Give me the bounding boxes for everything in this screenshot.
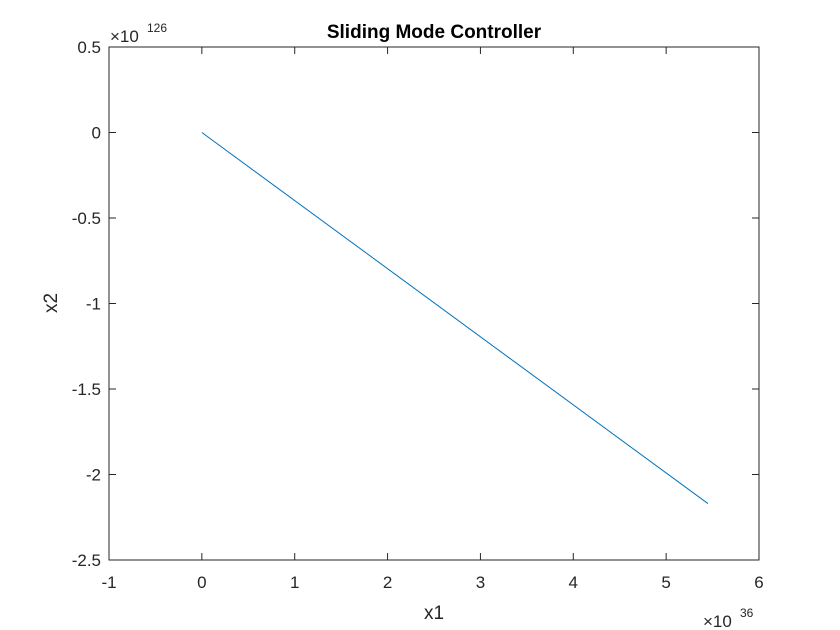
- plot-area-background: [109, 47, 759, 560]
- y-tick-label: 0.5: [77, 38, 101, 57]
- x-tick-label: 4: [569, 573, 578, 592]
- x-tick-label: 1: [290, 573, 299, 592]
- x-tick-label: 6: [754, 573, 763, 592]
- x-tick-label: 3: [476, 573, 485, 592]
- y-tick-label: -1.5: [72, 380, 101, 399]
- series-line-1: [201, 132, 709, 504]
- x-exponent-base: ×10: [703, 612, 732, 630]
- x-tick-label: 0: [197, 573, 206, 592]
- x-axis-label: x1: [424, 603, 444, 624]
- series-layer: [201, 132, 709, 504]
- y-axis-label: x2: [41, 293, 62, 313]
- x-exponent-power: 36: [740, 606, 754, 620]
- x-tick-label: -1: [101, 573, 116, 592]
- ticks-layer: -1 0 1 2 3 4 5 6 0.5 0 -0.5 -1 -1.5 -2 -2.5: [72, 38, 764, 592]
- y-tick-label: 0: [92, 124, 101, 143]
- y-exponent-base: ×10: [110, 27, 139, 46]
- x-tick-label: 2: [383, 573, 392, 592]
- y-tick-label: -1: [86, 295, 101, 314]
- y-tick-label: -2.5: [72, 551, 101, 570]
- x-tick-label: 5: [661, 573, 670, 592]
- y-tick-label: -0.5: [72, 209, 101, 228]
- chart-title: Sliding Mode Controller: [327, 22, 542, 43]
- y-tick-label: -2: [86, 466, 101, 485]
- y-exponent-power: 126: [147, 21, 167, 35]
